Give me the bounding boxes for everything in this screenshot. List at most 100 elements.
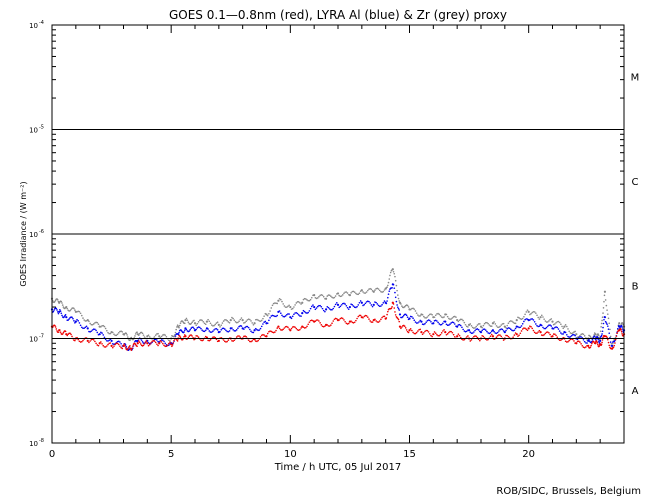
trace-dot: [183, 329, 186, 332]
trace-dot: [381, 291, 383, 293]
trace-dot: [394, 311, 396, 313]
trace-dot: [463, 338, 466, 341]
trace-dot: [197, 336, 200, 338]
trace-dot: [433, 316, 436, 318]
trace-dot: [251, 340, 253, 342]
trace-dot: [108, 339, 110, 342]
trace-dot: [88, 341, 90, 344]
trace-dot: [331, 308, 333, 311]
trace-dot: [138, 332, 141, 335]
trace-dot: [88, 330, 90, 333]
trace-dot: [275, 329, 277, 332]
trace-dot: [222, 339, 225, 341]
trace-dot: [96, 331, 99, 334]
trace-dot: [450, 318, 453, 320]
trace-dot: [364, 292, 367, 294]
data-point: [265, 335, 268, 338]
trace-dot: [334, 303, 337, 306]
trace-dot: [383, 315, 386, 318]
trace-dot: [56, 330, 58, 332]
trace-dot: [521, 317, 524, 320]
trace-dot: [591, 342, 593, 345]
trace-dot: [290, 317, 293, 320]
data-point: [229, 318, 232, 322]
trace-dot: [614, 342, 616, 344]
trace-dot: [449, 330, 451, 333]
trace-dot: [430, 313, 432, 315]
trace-dot: [546, 321, 549, 323]
trace-dot: [220, 328, 223, 331]
trace-dot: [524, 327, 526, 330]
trace-dot: [451, 331, 454, 334]
trace-dot: [603, 300, 605, 303]
trace-dot: [91, 323, 94, 326]
trace-dot: [272, 302, 275, 305]
trace-dot: [268, 319, 270, 322]
trace-dot: [482, 328, 485, 331]
trace-dot: [562, 327, 565, 330]
trace-dot: [327, 294, 330, 296]
trace-dot: [501, 328, 504, 331]
trace-dot: [377, 304, 380, 307]
trace-dot: [190, 322, 192, 325]
trace-dot: [223, 340, 226, 343]
trace-dot: [488, 324, 491, 326]
trace-dot: [73, 319, 75, 322]
trace-dot: [566, 325, 568, 328]
data-point: [503, 325, 506, 328]
trace-dot: [560, 332, 562, 334]
trace-dot: [470, 325, 473, 327]
trace-dot: [126, 334, 128, 336]
trace-dot: [153, 340, 156, 342]
trace-dot: [573, 340, 575, 342]
trace-dot: [369, 287, 371, 290]
trace-dot: [600, 343, 603, 346]
trace-dot: [543, 333, 545, 336]
data-point: [265, 313, 268, 316]
trace-dot: [363, 303, 366, 306]
trace-dot: [119, 341, 121, 343]
trace-dot: [154, 334, 157, 336]
trace-dot: [355, 292, 357, 295]
data-point: [551, 320, 554, 323]
data-point: [336, 292, 340, 295]
data-point: [122, 344, 125, 347]
trace-dot: [614, 338, 617, 341]
trace-dot: [414, 310, 417, 312]
trace-dot: [598, 345, 601, 347]
trace-dot: [249, 328, 251, 331]
trace-dot: [274, 315, 276, 318]
trace-dot: [310, 305, 313, 308]
trace-dot: [609, 341, 612, 343]
trace-dot: [601, 330, 604, 333]
trace-dot: [80, 314, 83, 317]
trace-dot: [425, 317, 427, 319]
trace-dot: [77, 338, 80, 341]
trace-dot: [262, 317, 264, 320]
trace-dot: [512, 336, 514, 338]
trace-dot: [234, 320, 237, 323]
trace-dot: [533, 331, 536, 334]
trace-dot: [406, 304, 409, 307]
trace-dot: [82, 327, 84, 330]
trace-dot: [413, 308, 416, 310]
trace-dot: [481, 329, 483, 332]
trace-dot: [378, 305, 381, 308]
trace-dot: [302, 309, 305, 312]
trace-dot: [278, 297, 281, 300]
trace-dot: [106, 329, 108, 332]
trace-dot: [171, 345, 173, 348]
trace-dot: [195, 324, 197, 327]
trace-dot: [552, 327, 555, 330]
trace-dot: [123, 334, 126, 336]
trace-dot: [481, 334, 483, 337]
trace-dot: [544, 320, 547, 322]
trace-dot: [144, 341, 147, 343]
trace-dot: [318, 320, 320, 322]
trace-dot: [536, 332, 538, 334]
trace-dot: [375, 320, 377, 322]
trace-dot: [244, 326, 246, 329]
trace-dot: [130, 349, 133, 352]
trace-dot: [576, 340, 579, 343]
trace-dot: [521, 322, 524, 325]
